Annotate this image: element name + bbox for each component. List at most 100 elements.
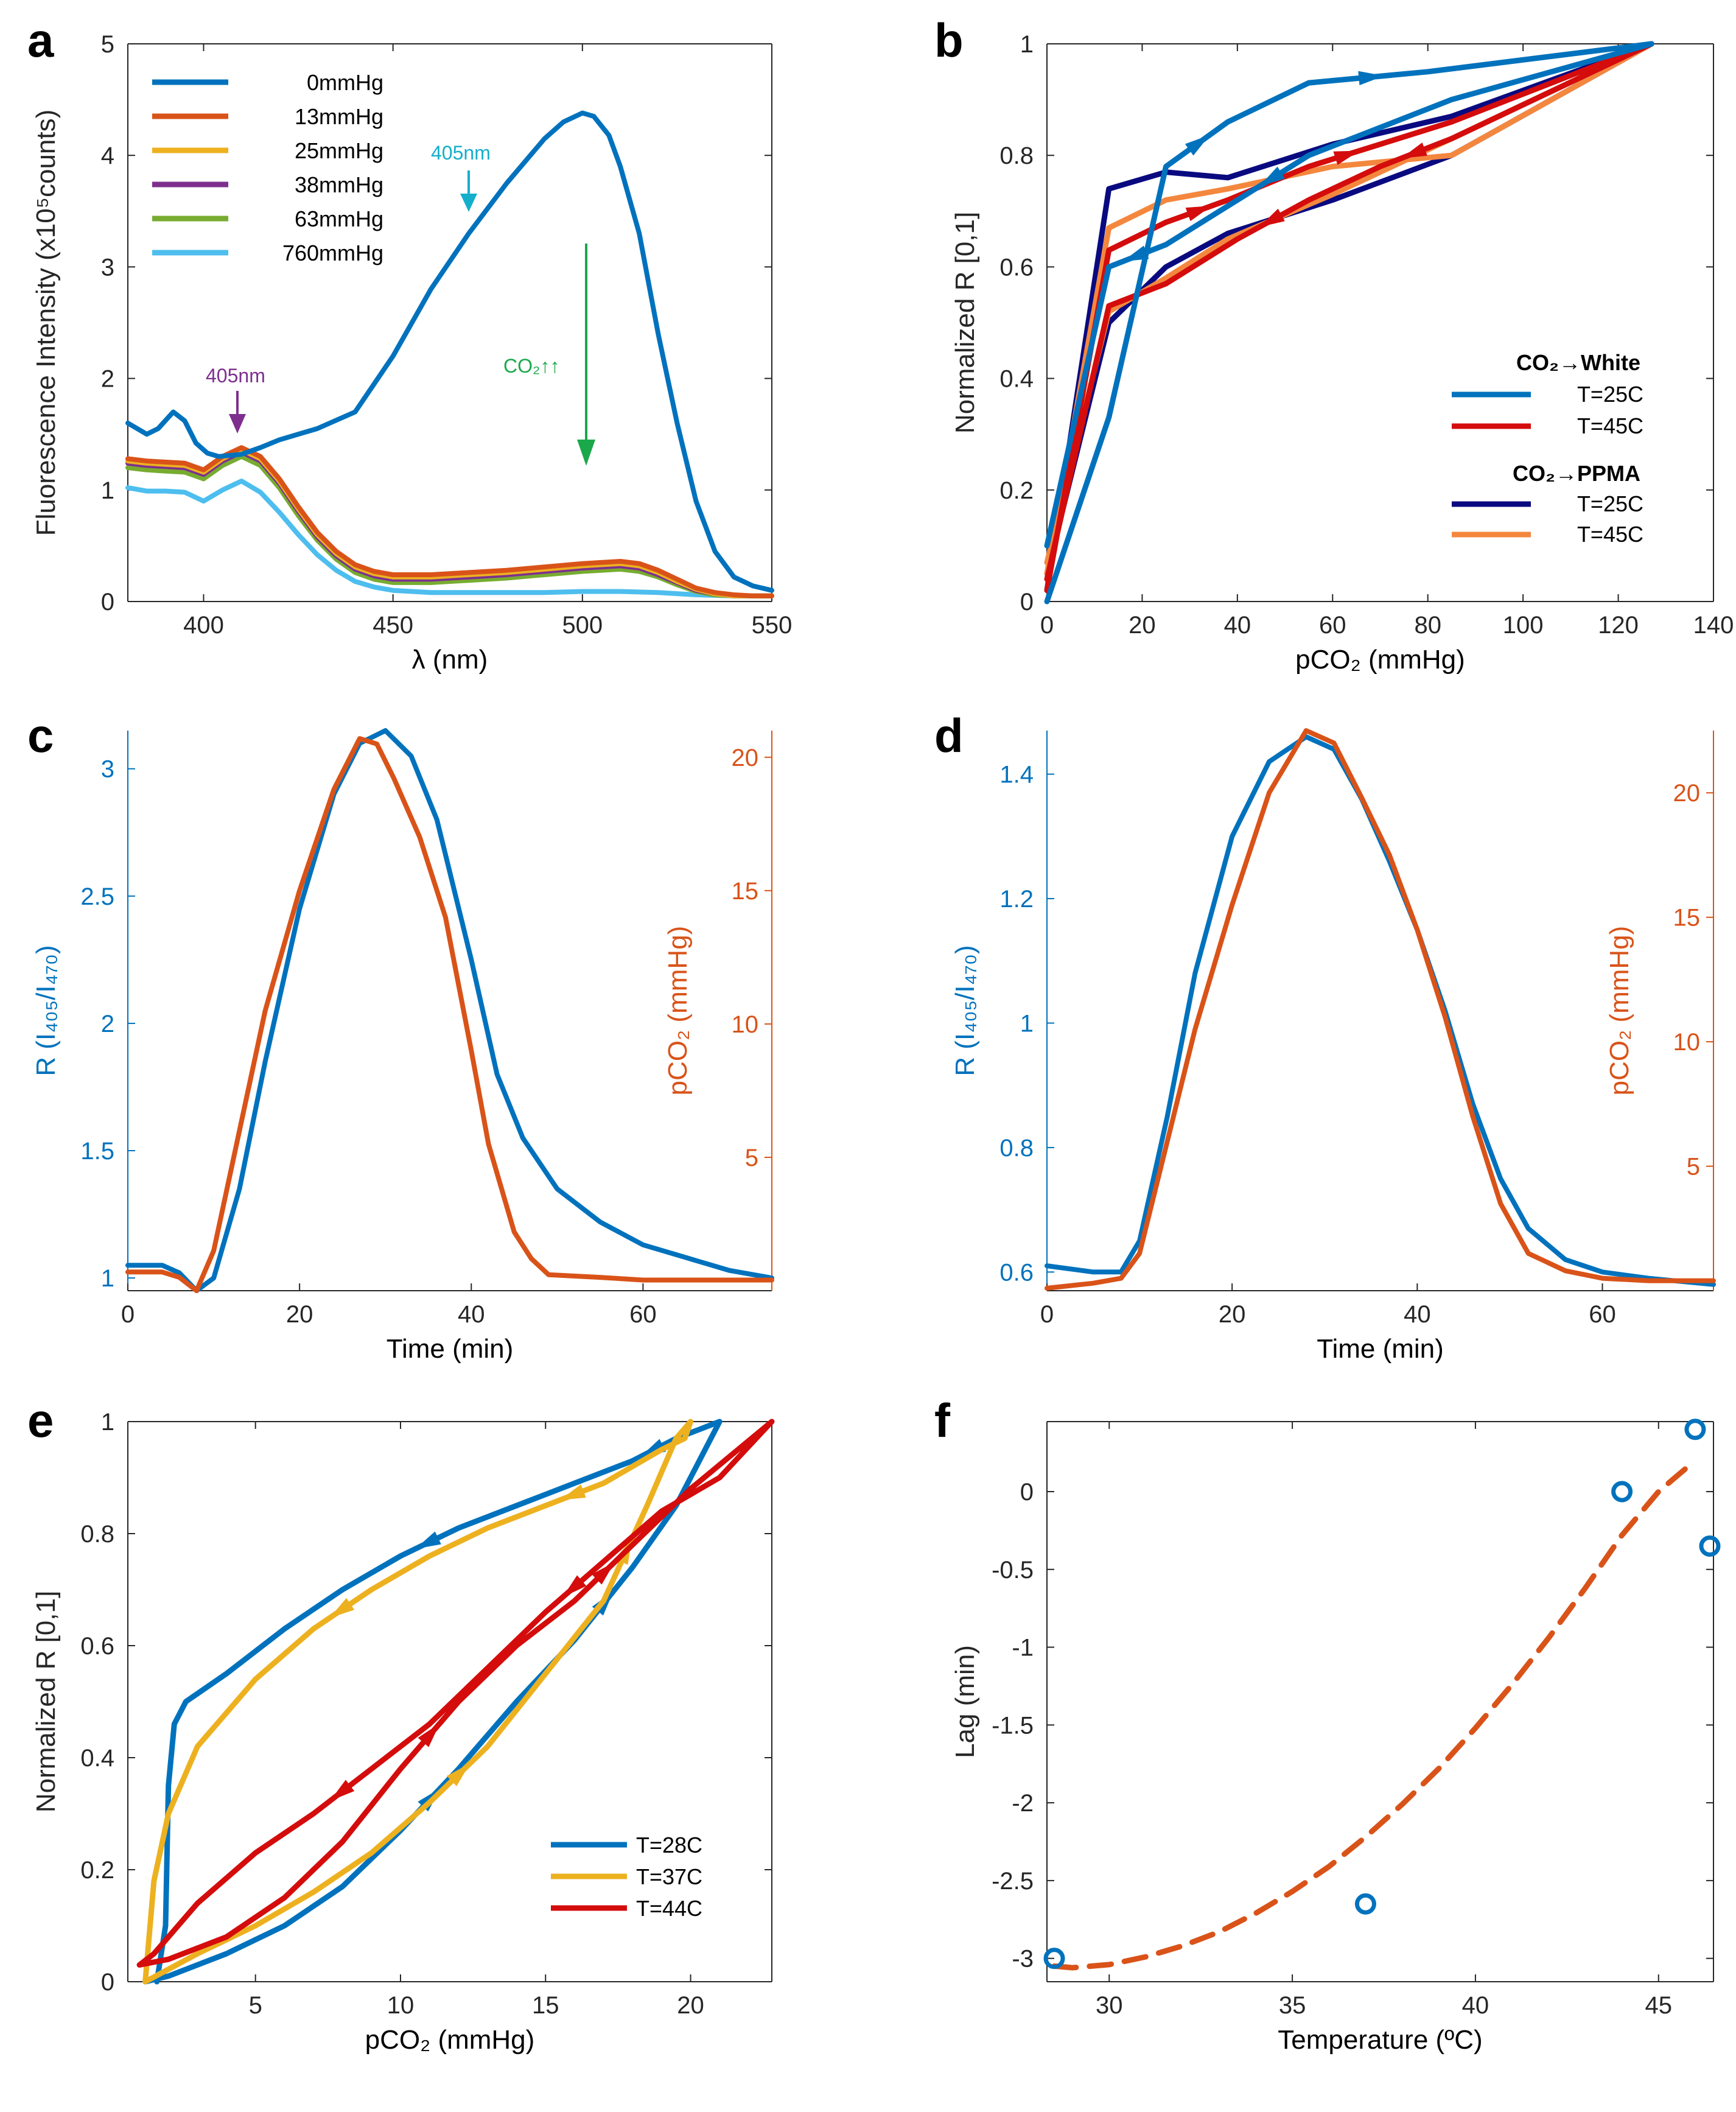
y2-axis-label: pCO₂ (mmHg)	[663, 926, 693, 1096]
y-tick-label: 1.5	[80, 1138, 114, 1165]
direction-arrow	[1358, 71, 1384, 86]
y-tick-label: 3	[101, 756, 114, 783]
x-tick-label: 550	[752, 612, 793, 639]
x-tick-label: 120	[1598, 612, 1639, 639]
annotation-405nm-purple: 405nm	[206, 365, 265, 387]
legend-entry: 13mmHg	[295, 104, 383, 129]
y2-tick-label: 5	[1687, 1154, 1700, 1181]
y-tick-label: 0.6	[999, 1259, 1034, 1286]
direction-arrow	[1401, 142, 1427, 159]
data-point	[1043, 1948, 1065, 1970]
y-tick-label: 3	[101, 254, 114, 281]
panel-a-annotations: 405nm 405nm CO₂↑↑	[206, 142, 595, 466]
y-tick-label: 1	[1020, 31, 1034, 58]
direction-arrow	[1185, 135, 1210, 156]
legend-entry: 63mmHg	[295, 206, 383, 231]
x-tick-label: 0	[1040, 612, 1054, 639]
y-tick-label: 0.6	[999, 254, 1034, 281]
x-tick-label: 20	[1219, 1301, 1246, 1328]
legend-entry: T=45C	[1577, 413, 1643, 438]
series-line-pCO2	[125, 736, 774, 1293]
data-point	[1684, 1419, 1706, 1440]
x-tick-label: 40	[1462, 1992, 1489, 2019]
series-line-760mmHg	[125, 479, 774, 598]
y-tick-label: 1	[101, 477, 114, 504]
panel-label-e: e	[27, 1394, 54, 1447]
y2-axis-label: pCO₂ (mmHg)	[1605, 926, 1634, 1096]
y-tick-label: 0.8	[80, 1521, 114, 1548]
y-axis-label: Normalized R [0,1]	[31, 1591, 61, 1812]
fit-curve	[1051, 1458, 1698, 1971]
x-tick-label: 40	[458, 1301, 485, 1328]
panel-label-c: c	[27, 709, 54, 762]
y-tick-label: 0.8	[999, 1135, 1034, 1162]
series-line-pCO2	[1045, 728, 1716, 1291]
y2-tick-label: 5	[745, 1145, 758, 1171]
y-tick-label: 1	[101, 1409, 114, 1436]
data-point	[1611, 1481, 1633, 1503]
x-axis-label: pCO₂ (mmHg)	[1295, 645, 1465, 675]
y-tick-label: 0.8	[999, 142, 1034, 169]
panel-a-series	[125, 110, 774, 598]
legend-entry: 760mmHg	[282, 240, 383, 265]
x-tick-label: 30	[1096, 1992, 1123, 2019]
y-tick-label: -0.5	[992, 1557, 1034, 1584]
x-tick-label: 20	[1129, 612, 1156, 639]
x-tick-label: 60	[1319, 612, 1346, 639]
panel-e-axes: 5 10 15 20 0 0.2 0.4 0.6 0.8 1 pCO₂ (mmHg) Normaliz…	[31, 1409, 772, 2055]
data-point	[1354, 1893, 1376, 1915]
x-axis-label: Temperature (ºC)	[1278, 2025, 1482, 2055]
x-tick-label: 0	[1040, 1301, 1054, 1328]
y-axis-label: Normalized R [0,1]	[950, 212, 980, 433]
y-tick-label: 1.4	[999, 762, 1034, 788]
x-axis-label: Time (min)	[387, 1334, 514, 1364]
x-tick-label: 80	[1414, 612, 1441, 639]
y-tick-label: 0.2	[80, 1857, 114, 1884]
legend-group-title: CO₂→PPMA	[1513, 461, 1640, 486]
y-tick-label: 5	[101, 31, 114, 58]
series-line-T=37C	[142, 1419, 694, 1985]
direction-arrow	[592, 1562, 615, 1585]
x-tick-label: 140	[1693, 612, 1734, 639]
y-tick-label: 2	[101, 366, 114, 393]
y-tick-label: -2	[1012, 1790, 1034, 1817]
legend-entry: 0mmHg	[307, 70, 383, 95]
series-line	[1044, 41, 1654, 605]
x-tick-label: 40	[1224, 612, 1251, 639]
panel-b-series	[1044, 41, 1654, 605]
legend-entry: T=44C	[636, 1896, 702, 1921]
x-tick-label: 40	[1404, 1301, 1431, 1328]
y-tick-label: -1.5	[992, 1712, 1034, 1739]
x-tick-label: 5	[249, 1992, 262, 2019]
direction-arrow	[418, 1723, 440, 1747]
y-tick-label: 0.6	[80, 1633, 114, 1660]
y-axis-label: R (I₄₀₅/I₄₇₀)	[950, 945, 980, 1076]
y-tick-label: 0.4	[999, 366, 1034, 393]
arrow-cyan-head	[460, 194, 477, 212]
x-tick-label: 500	[562, 612, 603, 639]
series-line-0mmHg	[125, 110, 774, 593]
y2-tick-label: 15	[1673, 905, 1701, 931]
panel-c-axes: 0 20 40 60 1 1.5 2 2.5 3 Time (min) R (I₄₀₅/I₄₇₀) 5…	[31, 731, 772, 1364]
x-axis-label: Time (min)	[1317, 1334, 1444, 1364]
panel-e-series	[136, 1419, 775, 1985]
y2-tick-label: 10	[1673, 1029, 1701, 1056]
x-axis-label: λ (nm)	[412, 645, 488, 675]
panel-a-axes: 400 450 500 550 0 1 2 3 4 5 λ (nm) Fluorescence Int…	[31, 31, 792, 675]
x-tick-label: 450	[373, 612, 413, 639]
panel-f-axes: 30 35 40 45 -3 -2.5 -2 -1.5 -1 -0.5 0 Temperature (…	[950, 1421, 1714, 2055]
panel-label-d: d	[934, 709, 964, 762]
y-tick-label: 0	[101, 589, 114, 616]
y2-tick-label: 20	[732, 745, 759, 771]
legend-group-title: CO₂→White	[1516, 350, 1640, 375]
panel-label-a: a	[27, 13, 54, 67]
x-tick-label: 0	[121, 1301, 135, 1328]
panel-label-f: f	[934, 1394, 951, 1447]
data-point	[1699, 1535, 1721, 1557]
legend-entry: T=28C	[636, 1833, 702, 1858]
direction-arrow	[1333, 150, 1360, 165]
x-tick-label: 60	[629, 1301, 657, 1328]
panel-b-legend: CO₂→White T=25C T=45C CO₂→PPMA T=25C T=45C	[1452, 350, 1643, 547]
legend-entry: 38mmHg	[295, 172, 383, 197]
